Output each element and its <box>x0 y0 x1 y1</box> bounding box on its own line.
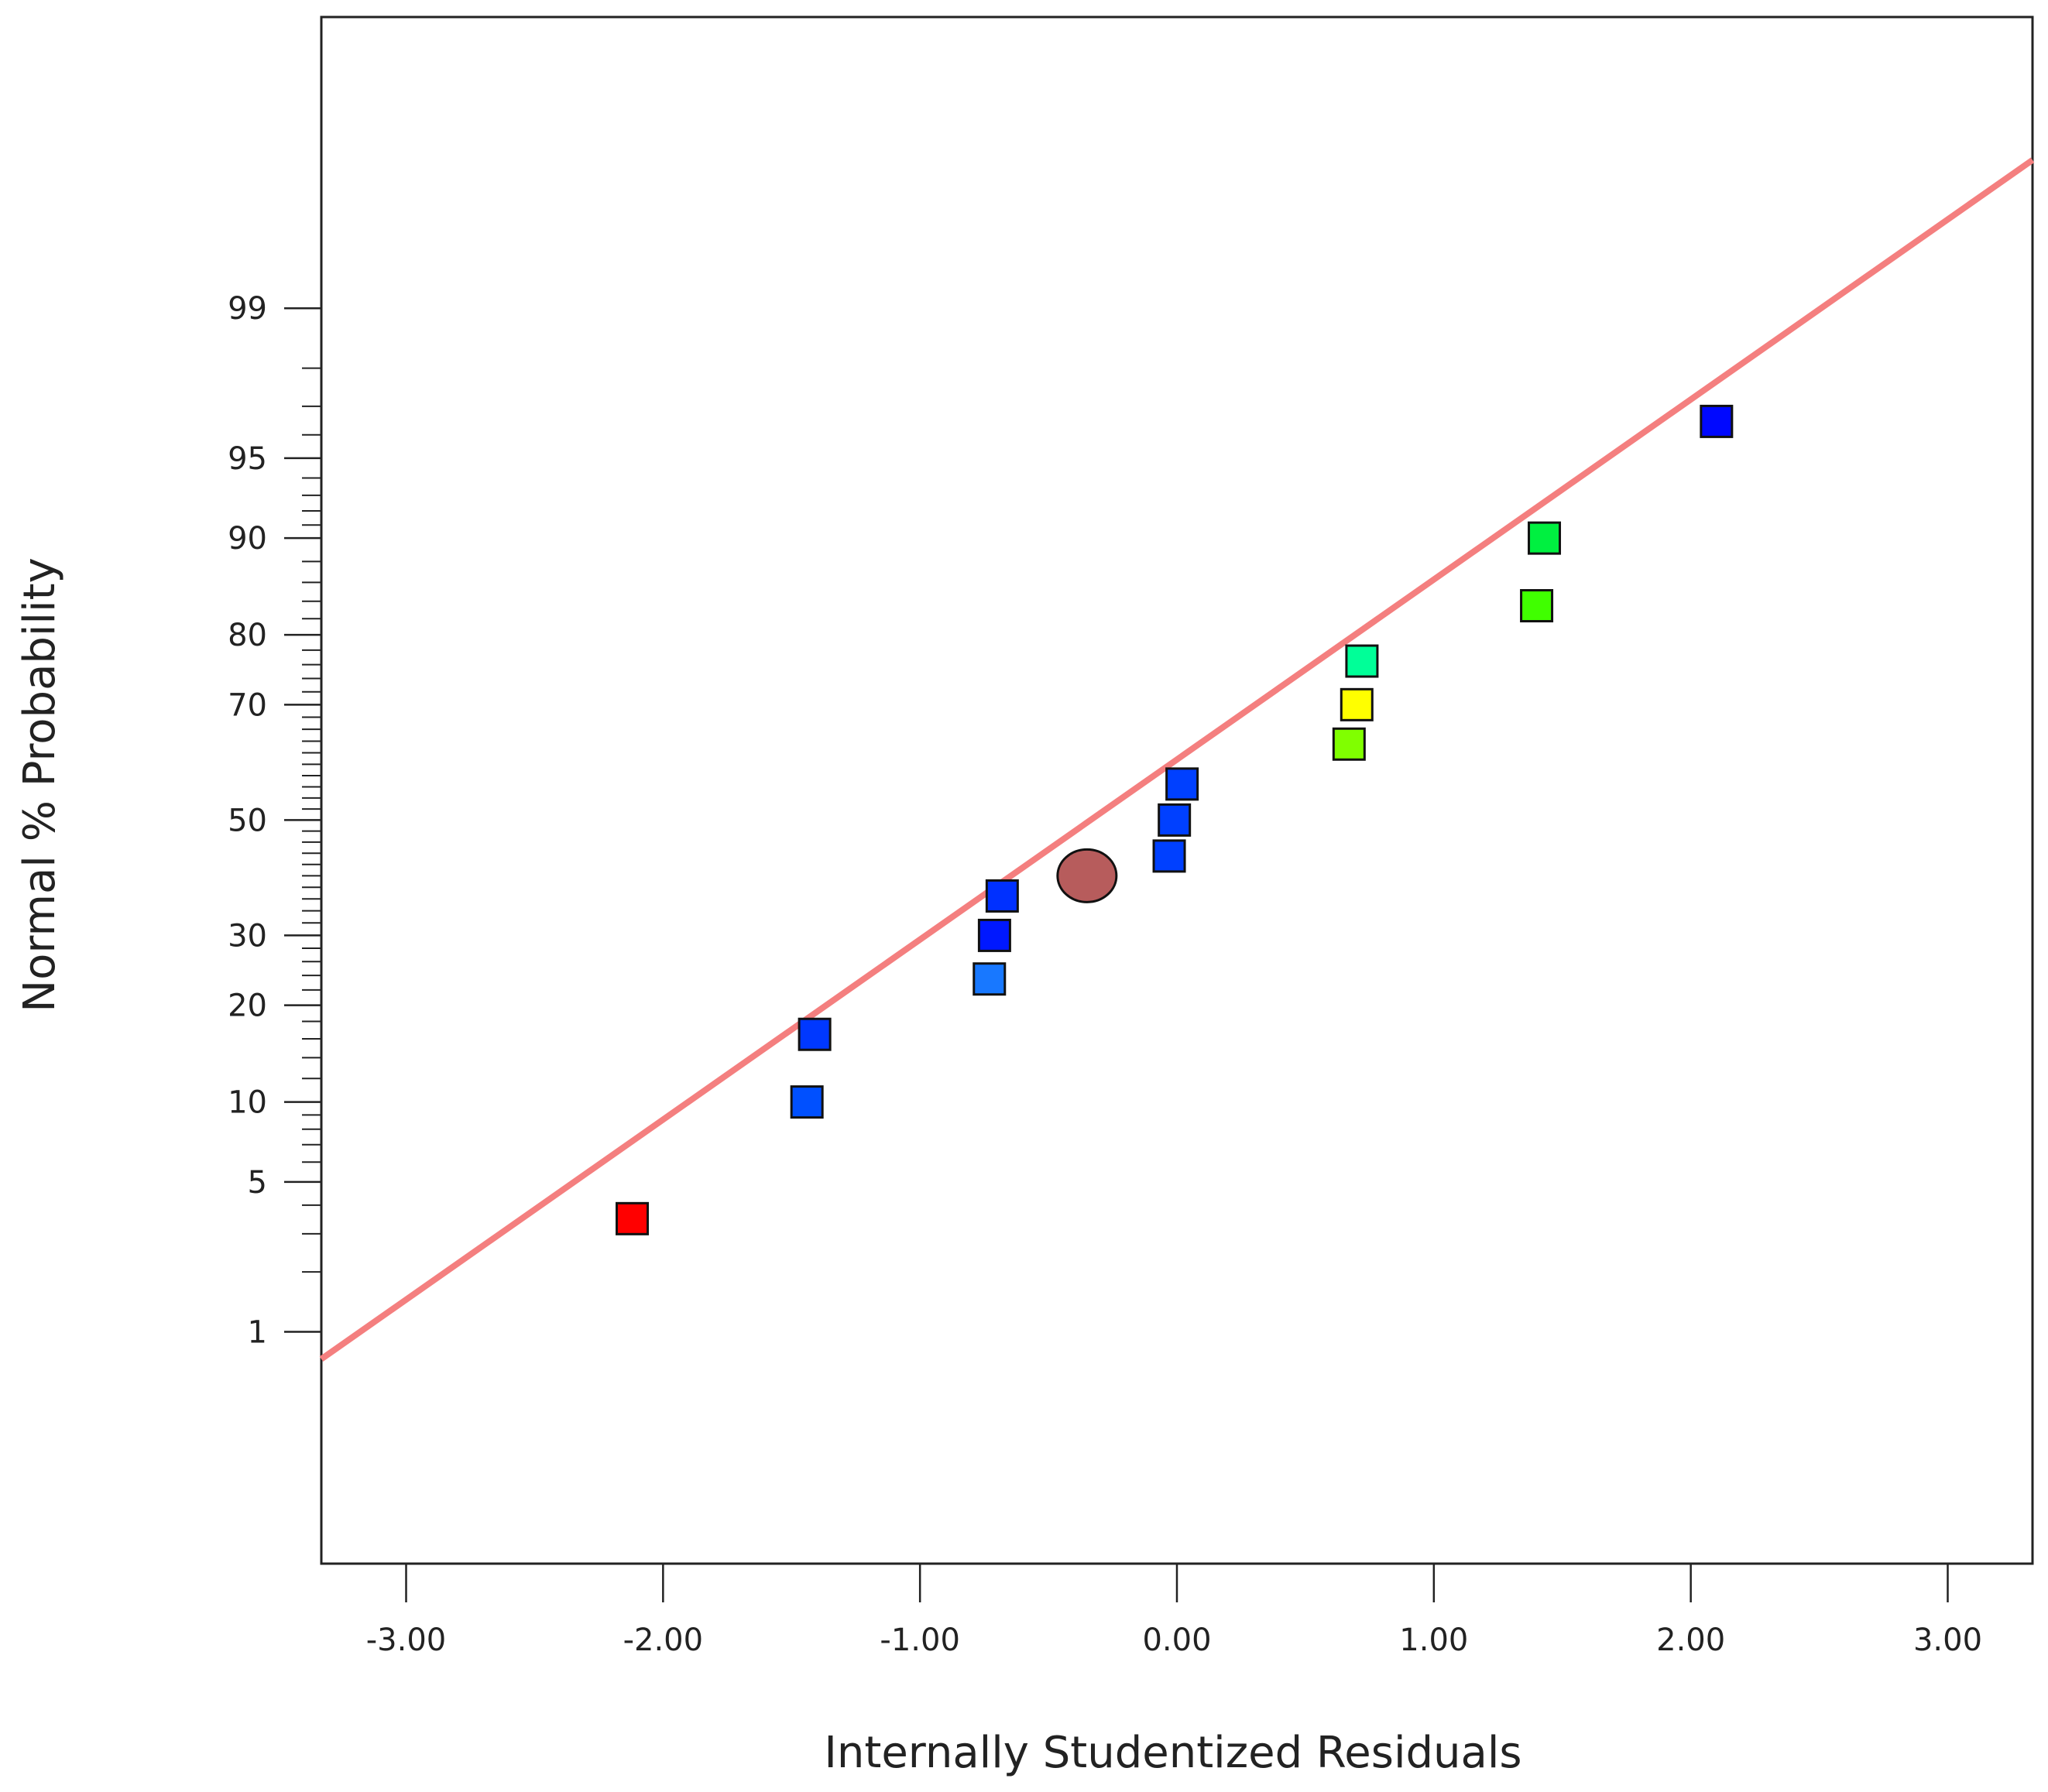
y-tick-label: 1 <box>248 1315 267 1351</box>
center-point-marker <box>1056 848 1118 903</box>
data-point <box>1152 839 1186 873</box>
x-axis-ticks: -3.00 -2.00 -1.00 0.00 1.00 2.00 3.00 <box>366 1564 1982 1658</box>
y-tick-label: 99 <box>228 291 267 327</box>
normal-fit-line <box>319 157 2035 1362</box>
data-point <box>1528 521 1562 555</box>
x-tick-label: -2.00 <box>623 1622 704 1658</box>
y-tick-label: 30 <box>228 918 267 954</box>
data-point <box>1165 767 1199 801</box>
y-tick-label: 95 <box>228 441 267 477</box>
x-tick-label: -1.00 <box>880 1622 960 1658</box>
y-tick-label: 20 <box>228 989 267 1024</box>
x-tick-label: 3.00 <box>1913 1622 1982 1658</box>
x-tick-label: 2.00 <box>1656 1622 1725 1658</box>
data-point <box>616 1201 650 1235</box>
data-points-layer <box>616 404 1734 1235</box>
data-point <box>973 962 1007 996</box>
y-axis-title: Normal % Probability <box>15 557 65 1012</box>
y-tick-label: 70 <box>228 687 267 723</box>
data-point <box>985 879 1019 913</box>
data-point <box>1158 803 1192 837</box>
x-axis-title: Internally Studentized Residuals <box>824 1728 1521 1778</box>
data-point <box>1520 589 1554 623</box>
data-point <box>1332 727 1366 761</box>
y-tick-label: 5 <box>248 1165 267 1201</box>
fit-line-layer <box>319 157 2035 1362</box>
x-tick-label: 0.00 <box>1142 1622 1211 1658</box>
data-point <box>798 1017 832 1051</box>
x-tick-label: 1.00 <box>1399 1622 1468 1658</box>
data-point <box>790 1085 824 1119</box>
y-tick-label: 10 <box>228 1085 267 1121</box>
data-point <box>1345 644 1379 678</box>
data-point <box>1700 404 1734 438</box>
y-axis-ticks: 1 5 10 20 30 50 70 80 90 95 99 <box>228 291 321 1351</box>
data-point <box>977 918 1011 952</box>
y-tick-label: 50 <box>228 803 267 838</box>
data-point <box>1340 687 1374 721</box>
y-tick-label: 90 <box>228 521 267 557</box>
x-tick-label: -3.00 <box>366 1622 447 1658</box>
y-tick-label: 80 <box>228 618 267 653</box>
